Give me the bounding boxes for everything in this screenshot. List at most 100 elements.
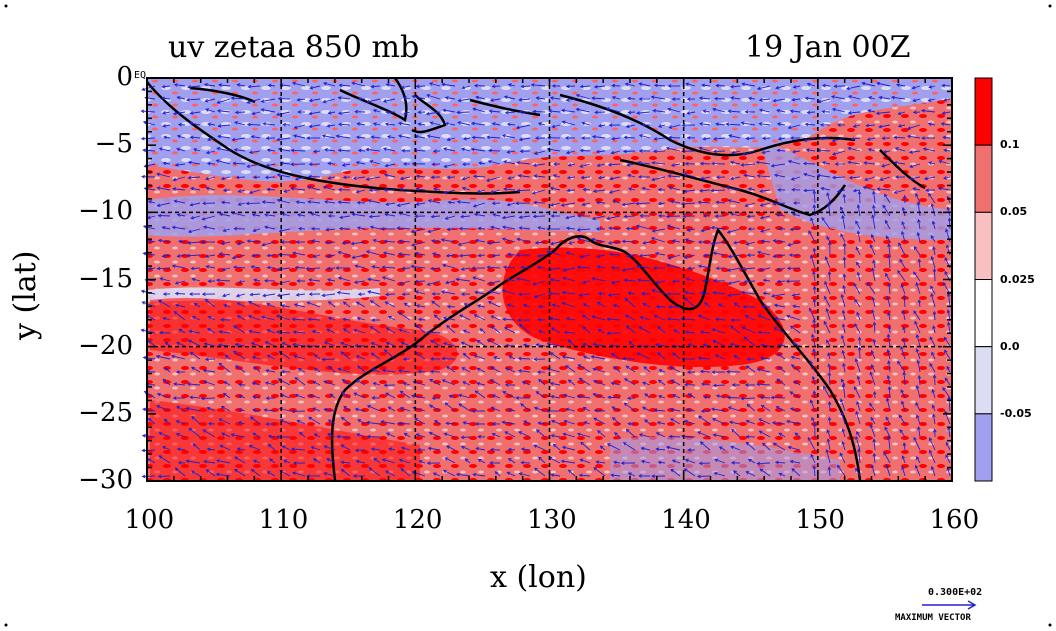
wind-vector (163, 418, 171, 425)
wind-vector (250, 253, 261, 258)
wind-vector (329, 393, 336, 399)
wind-vector (669, 407, 681, 412)
wind-vector (446, 445, 456, 451)
wind-vector (533, 357, 546, 362)
wind-vector (684, 330, 696, 335)
wind-vector (576, 432, 591, 438)
wind-vector (700, 228, 711, 233)
wind-vector (740, 396, 756, 401)
wind-vector (252, 432, 261, 438)
wind-vector (207, 327, 216, 334)
wind-vector (922, 147, 936, 152)
wind-vector (223, 303, 231, 308)
wind-vector (743, 173, 756, 178)
wind-vector (882, 204, 891, 217)
wind-vector (236, 447, 246, 451)
wind-vector (759, 356, 771, 361)
wind-vector (232, 325, 246, 334)
wind-vector (290, 148, 306, 153)
wind-vector (819, 136, 831, 141)
wind-vector (312, 407, 321, 412)
wind-vector (623, 278, 636, 283)
wind-vector (277, 96, 291, 101)
wind-vector (400, 85, 411, 90)
wind-vector (371, 396, 381, 400)
wind-vector (340, 444, 351, 451)
wind-vector (789, 391, 801, 399)
wind-vector (872, 438, 876, 451)
wind-vector (746, 253, 756, 257)
wind-vector (700, 382, 711, 387)
wind-vector (943, 176, 951, 180)
wind-vector (458, 226, 471, 231)
wind-vector (562, 393, 576, 399)
wind-vector (461, 85, 471, 90)
wind-vector (172, 187, 186, 191)
wind-vector (202, 368, 216, 373)
wind-vector (159, 277, 171, 282)
wind-vector (476, 189, 486, 194)
wind-vector (402, 357, 411, 361)
wind-vector (533, 174, 546, 178)
wind-vector (462, 329, 471, 334)
wind-vector (606, 331, 621, 336)
wind-vector (821, 217, 831, 230)
wind-vector (657, 325, 666, 334)
wind-vector (812, 390, 817, 399)
wind-vector (264, 278, 276, 283)
wind-vector (745, 471, 756, 477)
wind-vector (672, 352, 681, 360)
wind-vector (537, 226, 546, 230)
wind-vectors (140, 81, 952, 479)
wind-vector (733, 240, 741, 245)
wind-vector (281, 212, 291, 217)
wind-vector (327, 316, 336, 321)
wind-vector (161, 254, 171, 258)
wind-vector (337, 250, 351, 256)
wind-vector (178, 328, 186, 334)
wind-vector (930, 255, 936, 269)
wind-vector (307, 174, 321, 179)
wind-vector (444, 280, 456, 285)
wind-vector (627, 110, 636, 115)
wind-vector (385, 432, 396, 438)
wind-vector (592, 189, 606, 193)
wind-vector (162, 111, 171, 115)
wind-vector (791, 149, 801, 154)
y-tick-label: −25 (78, 397, 133, 428)
wind-vector (714, 354, 726, 360)
wind-vector (901, 455, 906, 464)
wind-vector (563, 419, 576, 425)
wind-vector (915, 348, 921, 360)
wind-vector (809, 360, 816, 373)
wind-vector (220, 200, 231, 205)
wind-vector (534, 136, 546, 140)
wind-vector (714, 214, 726, 218)
wind-vector (827, 270, 832, 282)
wind-vector (856, 204, 861, 217)
wind-vector (398, 134, 411, 139)
wind-vector (470, 121, 486, 126)
wind-vector (530, 83, 546, 87)
wind-vector (324, 240, 336, 245)
wind-vector (342, 301, 351, 308)
wind-vector (462, 162, 471, 167)
wind-vector (505, 367, 516, 373)
wind-vector (471, 135, 486, 140)
wind-vector (856, 271, 861, 282)
wind-vector (914, 464, 921, 477)
wind-vector (250, 468, 261, 477)
wind-vector (930, 285, 936, 295)
wind-vector (246, 98, 261, 104)
wind-vector (803, 137, 816, 142)
wind-vector (856, 261, 861, 269)
wind-vector (276, 330, 291, 334)
wind-vector (824, 256, 831, 269)
wind-vector (252, 395, 261, 400)
wind-vector (445, 253, 456, 258)
wind-vector (872, 338, 877, 347)
wind-vector (373, 457, 381, 464)
wind-vector (306, 136, 320, 140)
wind-vector (428, 82, 441, 87)
wind-vector (245, 201, 261, 206)
